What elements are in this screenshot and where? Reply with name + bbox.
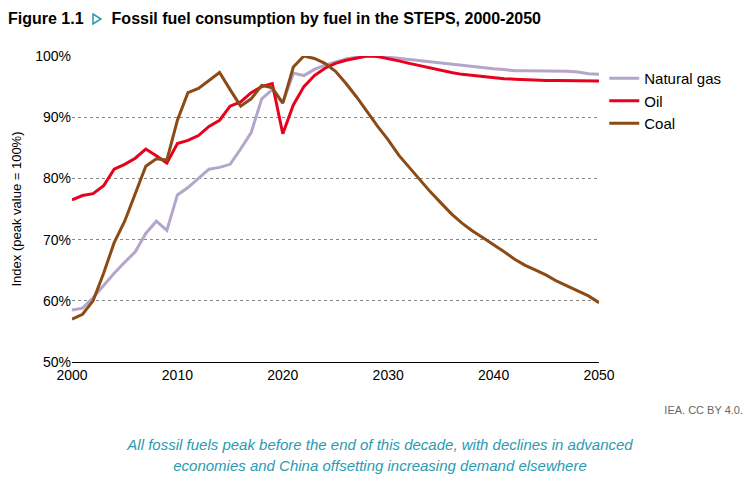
- svg-text:Index (peak value = 100%): Index (peak value = 100%): [9, 131, 24, 286]
- svg-text:60%: 60%: [43, 293, 71, 309]
- html-text:Figure 1.1: Figure 1.1: [8, 10, 84, 27]
- svg-text:90%: 90%: [43, 109, 71, 125]
- svg-text:70%: 70%: [43, 232, 71, 248]
- svg-text:2050: 2050: [583, 367, 614, 383]
- svg-text:2030: 2030: [373, 367, 404, 383]
- svg-text:2040: 2040: [478, 367, 509, 383]
- svg-text:2020: 2020: [267, 367, 298, 383]
- svg-text:Oil: Oil: [644, 93, 662, 110]
- html-text:All fossil fuels peak before t: All fossil fuels peak before the end of …: [127, 436, 633, 474]
- html-text:Fossil fuel consumption by fue: Fossil fuel consumption by fuel in the S…: [111, 10, 541, 27]
- svg-text:80%: 80%: [43, 170, 71, 186]
- svg-text:100%: 100%: [35, 48, 71, 64]
- svg-text:50%: 50%: [43, 354, 71, 370]
- svg-text:Natural gas: Natural gas: [644, 70, 721, 87]
- svg-text:2000: 2000: [56, 367, 87, 383]
- svg-text:Coal: Coal: [644, 115, 675, 132]
- svg-text:2010: 2010: [162, 367, 193, 383]
- html-text:IEA. CC BY 4.0.: IEA. CC BY 4.0.: [664, 404, 743, 416]
